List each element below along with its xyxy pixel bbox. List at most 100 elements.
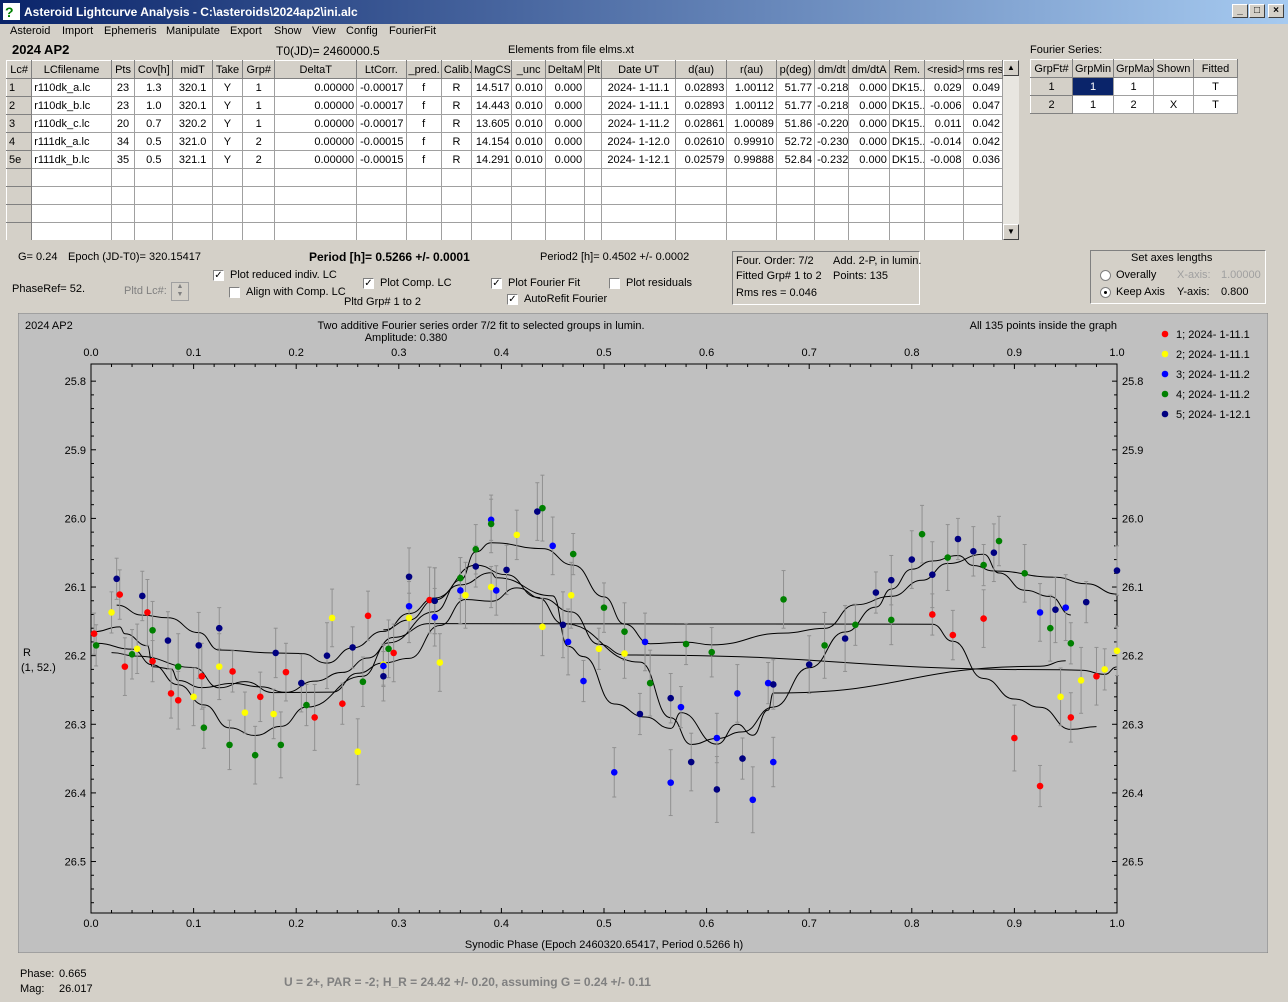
x-axis-value[interactable]: 1.00000 bbox=[1221, 269, 1261, 281]
lc-table-cell[interactable]: 0.00000 bbox=[274, 132, 358, 151]
lc-table-cell[interactable]: 2 bbox=[242, 150, 276, 169]
lc-table-cell[interactable]: 1 bbox=[242, 114, 276, 133]
lc-table-cell[interactable]: 52.72 bbox=[775, 132, 816, 151]
plot-residuals-checkbox[interactable] bbox=[609, 278, 620, 289]
menu-view[interactable]: View bbox=[312, 25, 336, 37]
lc-table-cell[interactable]: 0.5 bbox=[134, 150, 174, 169]
pltd-lc-spinner[interactable]: ▲ ▼ bbox=[171, 282, 189, 301]
close-button[interactable]: × bbox=[1268, 4, 1284, 18]
lc-col-header[interactable]: Cov[h] bbox=[134, 60, 174, 79]
lc-table-cell[interactable]: 14.154 bbox=[471, 132, 513, 151]
lc-table-cell[interactable]: 2024- 1-12.0 bbox=[601, 132, 676, 151]
lc-table-cell[interactable]: 0.010 bbox=[511, 96, 546, 115]
lc-col-header[interactable]: LCfilename bbox=[31, 60, 112, 79]
lc-table-cell[interactable]: DK15.. bbox=[888, 96, 926, 115]
fourier-series-cell[interactable]: 1 bbox=[1072, 77, 1114, 96]
lc-table-cell[interactable]: DK15.. bbox=[888, 78, 926, 97]
lc-table-cell[interactable]: 5e bbox=[6, 150, 33, 169]
menu-asteroid[interactable]: Asteroid bbox=[10, 25, 51, 37]
lc-table-cell[interactable]: 0.049 bbox=[963, 78, 1003, 97]
lc-table-cell[interactable]: f bbox=[405, 114, 442, 133]
lc-table-cell[interactable]: R bbox=[440, 96, 473, 115]
lc-table-cell[interactable]: 0.000 bbox=[848, 132, 890, 151]
lc-table-cell[interactable]: -0.006 bbox=[924, 96, 965, 115]
lc-table-cell[interactable]: 0.02610 bbox=[674, 132, 728, 151]
lc-table-cell[interactable]: 0.02893 bbox=[674, 96, 728, 115]
menu-ephemeris[interactable]: Ephemeris bbox=[104, 25, 157, 37]
lc-table-cell[interactable]: -0.232 bbox=[814, 150, 850, 169]
lc-col-header[interactable]: Lc# bbox=[6, 60, 33, 79]
lc-table-cell[interactable]: -0.00015 bbox=[356, 150, 407, 169]
lc-table-cell[interactable]: 0.000 bbox=[848, 96, 890, 115]
lc-table-cell[interactable]: 1.00112 bbox=[726, 96, 777, 115]
lc-table-cell[interactable]: 321.0 bbox=[172, 132, 213, 151]
lc-table-row[interactable]: 5e r111dk_b.lc 35 0.5 321.1 Y 2 0.00000 -0.00015… bbox=[6, 150, 1003, 169]
lc-table-cell[interactable]: f bbox=[405, 150, 442, 169]
lc-table-cell[interactable]: R bbox=[440, 78, 473, 97]
lc-table-cell[interactable]: r110dk_c.lc bbox=[31, 114, 112, 133]
lc-col-header[interactable]: _unc bbox=[511, 60, 546, 79]
lc-table-cell[interactable] bbox=[584, 96, 603, 115]
lc-table-row[interactable]: 2 r110dk_b.lc 23 1.0 320.1 Y 1 0.00000 -0.00017 f… bbox=[6, 96, 1003, 115]
lc-table-cell[interactable]: -0.230 bbox=[814, 132, 850, 151]
lc-table-cell[interactable]: -0.218 bbox=[814, 96, 850, 115]
lc-table-cell[interactable] bbox=[584, 78, 603, 97]
lc-table-cell[interactable]: 0.02861 bbox=[674, 114, 728, 133]
lc-table-cell[interactable]: 51.77 bbox=[775, 78, 816, 97]
lc-table-cell[interactable]: Y bbox=[211, 114, 244, 133]
lc-table-cell[interactable]: 0.010 bbox=[511, 114, 546, 133]
lc-table-cell[interactable]: 0.000 bbox=[848, 150, 890, 169]
lc-table-cell[interactable]: 1.3 bbox=[134, 78, 174, 97]
lc-table-cell[interactable]: 2024- 1-11.1 bbox=[601, 78, 676, 97]
lc-col-header[interactable]: LtCorr. bbox=[356, 60, 407, 79]
lc-table-cell[interactable]: 0.029 bbox=[924, 78, 965, 97]
lc-col-header[interactable]: Take bbox=[211, 60, 244, 79]
lc-table-cell[interactable]: 2 bbox=[6, 96, 33, 115]
overally-radio[interactable] bbox=[1100, 270, 1111, 281]
lc-table-cell[interactable]: -0.008 bbox=[924, 150, 965, 169]
lc-table-cell[interactable]: 0.00000 bbox=[274, 114, 358, 133]
lc-table-cell[interactable]: 23 bbox=[110, 78, 136, 97]
minimize-button[interactable]: _ bbox=[1232, 4, 1248, 18]
lc-table-cell[interactable]: -0.014 bbox=[924, 132, 965, 151]
lc-table-cell[interactable]: R bbox=[440, 132, 473, 151]
lc-table-cell[interactable]: 20 bbox=[110, 114, 136, 133]
keep-axis-radio[interactable] bbox=[1100, 287, 1111, 298]
lc-table-cell[interactable]: f bbox=[405, 96, 442, 115]
lc-table-cell[interactable]: r111dk_a.lc bbox=[31, 132, 112, 151]
lc-col-header[interactable]: dm/dtA bbox=[848, 60, 890, 79]
fourier-series-cell[interactable]: 1 bbox=[1113, 77, 1154, 96]
align-comp-checkbox[interactable] bbox=[229, 287, 240, 298]
lc-table-cell[interactable]: 34 bbox=[110, 132, 136, 151]
menu-fourierfit[interactable]: FourierFit bbox=[389, 25, 437, 37]
lightcurve-chart[interactable]: 2024 AP2 Two additive Fourier series ord… bbox=[18, 313, 1268, 953]
lc-table-cell[interactable]: 0.011 bbox=[924, 114, 965, 133]
lc-table-cell[interactable]: 0.99888 bbox=[726, 150, 777, 169]
lc-table-cell[interactable]: 23 bbox=[110, 96, 136, 115]
menu-export[interactable]: Export bbox=[230, 25, 262, 37]
lc-table-cell[interactable]: DK15.. bbox=[888, 132, 926, 151]
plot-comp-checkbox[interactable]: ✓ bbox=[363, 278, 374, 289]
menu-config[interactable]: Config bbox=[346, 25, 378, 37]
y-axis-value[interactable]: 0.800 bbox=[1221, 286, 1249, 298]
lc-col-header[interactable]: DeltaM bbox=[544, 60, 586, 79]
lc-table-cell[interactable]: 35 bbox=[110, 150, 136, 169]
fourier-series-cell[interactable]: 2 bbox=[1030, 95, 1073, 114]
lc-table-cell[interactable]: 1.00112 bbox=[726, 78, 777, 97]
lc-table-scrollbar[interactable]: ▲ ▼ bbox=[1003, 60, 1019, 240]
lc-col-header[interactable]: dm/dt bbox=[814, 60, 850, 79]
lc-col-header[interactable]: Grp# bbox=[242, 60, 276, 79]
lc-table-cell[interactable]: 0.010 bbox=[511, 78, 546, 97]
lc-table-cell[interactable]: 0.02893 bbox=[674, 78, 728, 97]
lc-table-cell[interactable]: f bbox=[405, 78, 442, 97]
plot-fourier-checkbox[interactable]: ✓ bbox=[491, 278, 502, 289]
lc-table-cell[interactable]: -0.00015 bbox=[356, 132, 407, 151]
fourier-series-cell[interactable]: T bbox=[1193, 77, 1238, 96]
lc-table-cell[interactable]: 52.84 bbox=[775, 150, 816, 169]
lc-table-cell[interactable]: 2024- 1-12.1 bbox=[601, 150, 676, 169]
lc-table-cell[interactable]: 0.042 bbox=[963, 132, 1003, 151]
lc-table-cell[interactable]: 0.00000 bbox=[274, 150, 358, 169]
lc-table-row[interactable]: 3 r110dk_c.lc 20 0.7 320.2 Y 1 0.00000 -0.00017 f… bbox=[6, 114, 1003, 133]
